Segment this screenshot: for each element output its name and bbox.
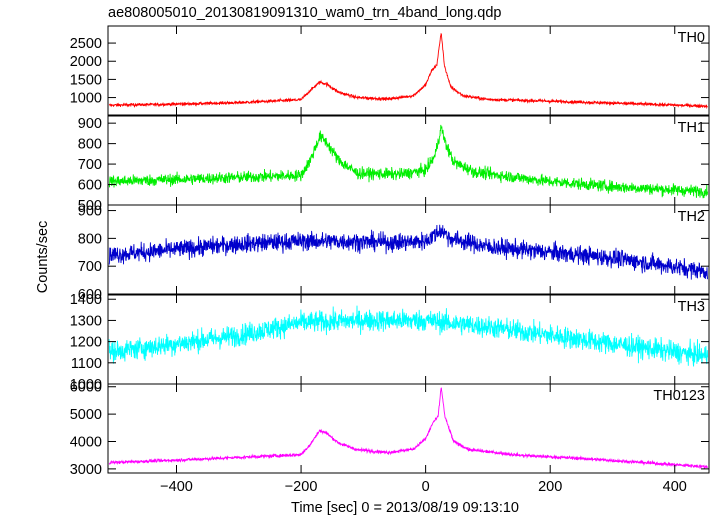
- y-tick-label: 900: [78, 204, 102, 220]
- panel-th1: 500 600 700 800 900 TH1: [78, 115, 710, 214]
- x-tick-label: −200: [285, 479, 318, 495]
- series-line-th0123: [108, 387, 709, 470]
- y-tick-label: 700: [78, 259, 102, 275]
- y-tick-label: 3000: [70, 462, 102, 478]
- y-axis-label: Counts/sec: [35, 221, 51, 294]
- x-tick-label: 0: [422, 479, 430, 495]
- y-tick-label: 5000: [70, 407, 102, 423]
- y-tick-label: 6000: [70, 380, 102, 396]
- panel-frame: [107, 115, 710, 206]
- x-tick-label: 400: [663, 479, 687, 495]
- y-tick-label: 800: [78, 231, 102, 247]
- y-tick-label: 1000: [70, 91, 102, 107]
- series-line-th2: [108, 224, 709, 280]
- y-tick-label: 2500: [70, 36, 102, 52]
- panel-label-th0: TH0: [678, 30, 705, 46]
- x-tick-label: 200: [538, 479, 562, 495]
- y-tick-label: 900: [78, 116, 102, 132]
- panel-label-th3: TH3: [678, 299, 705, 315]
- panel-label-th1: TH1: [678, 120, 705, 136]
- panel-th0: 1000 1500 2000 2500 TH0: [70, 25, 710, 116]
- y-tick-label: 1200: [70, 335, 102, 351]
- panel-frame: [107, 204, 710, 295]
- x-tick-label: −400: [160, 479, 193, 495]
- series-line-th3: [108, 305, 709, 367]
- y-tick-label: 700: [78, 157, 102, 173]
- y-tick-label: 1000: [70, 377, 102, 393]
- panel-frame: [107, 383, 710, 474]
- y-tick-label: 1300: [70, 313, 102, 329]
- series-line-th0: [108, 32, 708, 110]
- y-tick-label: 600: [78, 178, 102, 194]
- y-tick-label: 600: [78, 287, 102, 303]
- panel-frame: [107, 25, 710, 116]
- y-tick-label: 500: [78, 198, 102, 214]
- y-tick-label: 1400: [70, 292, 102, 308]
- y-tick-label: 2000: [70, 54, 102, 70]
- y-tick-label: 1500: [70, 72, 102, 88]
- y-tick-label: 1100: [71, 356, 102, 372]
- panel-label-th2: TH2: [678, 209, 705, 225]
- chart-title: ae808005010_20130819091310_wam0_trn_4ban…: [108, 5, 501, 21]
- panel-th0123: 3000 4000 5000 6000 TH0123: [70, 380, 710, 478]
- panel-th3: 1000 1100 1200 1300 1400 TH3: [70, 292, 710, 393]
- y-tick-label: 4000: [70, 435, 102, 451]
- panel-th2: 600 700 800 900 TH2: [78, 204, 710, 303]
- series-line-th1: [108, 124, 709, 199]
- x-axis-label: Time [sec] 0 = 2013/08/19 09:13:10: [291, 500, 519, 516]
- panel-label-th0123: TH0123: [653, 388, 705, 404]
- y-tick-label: 800: [78, 137, 102, 153]
